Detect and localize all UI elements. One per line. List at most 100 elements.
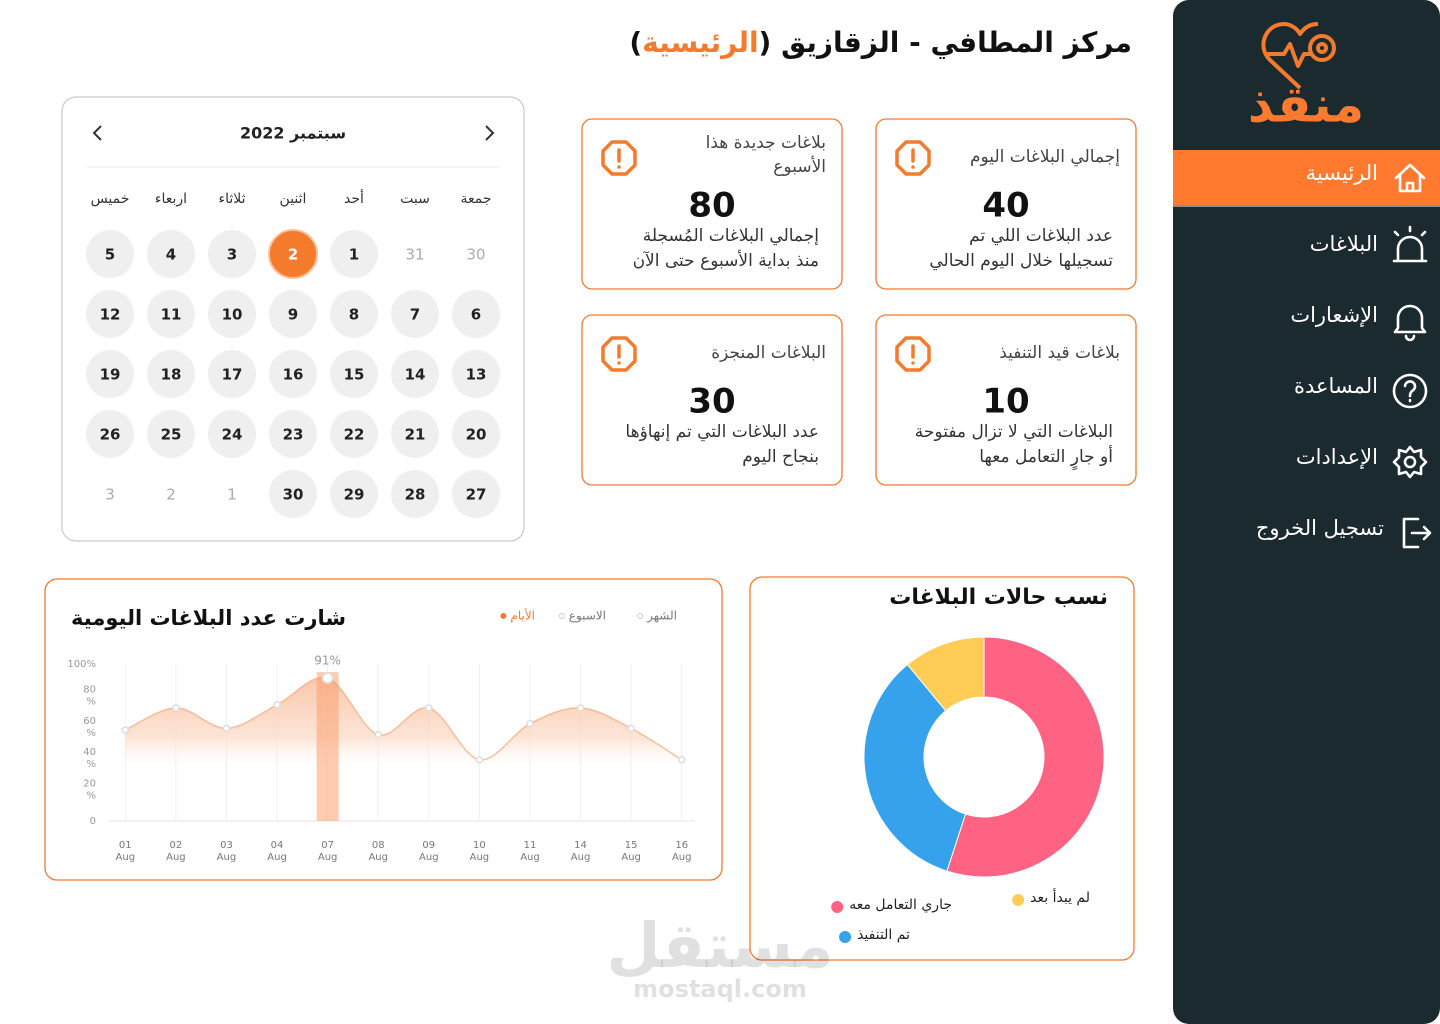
- day-circle[interactable]: [208, 410, 256, 458]
- day-circle[interactable]: [330, 290, 378, 338]
- day-circle[interactable]: [147, 230, 195, 278]
- day-number: 24: [222, 426, 243, 444]
- pie-segment: [863, 663, 967, 872]
- warning-octagon: [601, 336, 637, 372]
- legend-tab[interactable]: الاسبوع: [569, 609, 606, 624]
- title-text: مركز المطافي - الزقازيق (: [758, 26, 1132, 59]
- nav-icon[interactable]: [1392, 445, 1428, 479]
- nav-icon[interactable]: [1394, 163, 1426, 193]
- nav-item[interactable]: الإعدادات: [1296, 445, 1378, 469]
- day-number: 6: [471, 306, 481, 324]
- legend-label: جاري التعامل معه: [849, 897, 952, 913]
- legend-swatch: [1012, 894, 1025, 906]
- chart-title: نسب حالات البلاغات: [889, 585, 1108, 610]
- day-number: 21: [405, 426, 426, 444]
- x-tick-label: 09 Aug: [419, 840, 439, 863]
- day-circle[interactable]: [208, 350, 256, 398]
- stat-description: بنجاح اليوم: [742, 447, 819, 467]
- y-tick-label: 0: [90, 816, 96, 827]
- day-number: 3: [105, 486, 115, 504]
- nav-icon[interactable]: [1393, 304, 1427, 342]
- nav-icon[interactable]: [1392, 373, 1428, 409]
- point: [273, 701, 281, 709]
- legend-dot[interactable]: [637, 613, 644, 619]
- day-number: 18: [161, 366, 182, 384]
- nav-item[interactable]: الإشعارات: [1290, 303, 1378, 327]
- stat-description: البلاغات التي لا تزال مفتوحة: [915, 422, 1113, 442]
- day-circle[interactable]: [452, 290, 500, 338]
- highlight-bar: [316, 672, 339, 821]
- day-circle[interactable]: [269, 290, 317, 338]
- day-number: 23: [283, 426, 304, 444]
- day-number: 27: [466, 486, 487, 504]
- day-number: 19: [100, 366, 121, 384]
- weekday: سبت: [400, 191, 430, 207]
- legend-tab[interactable]: الأيام: [510, 608, 535, 623]
- legend-label: تم التنفيذ: [857, 927, 910, 943]
- nav-item[interactable]: الرئيسية: [1306, 161, 1378, 185]
- warning-octagon: [601, 140, 637, 176]
- day-circle[interactable]: [147, 290, 195, 338]
- x-tick-label: 11 Aug: [520, 840, 540, 863]
- day-circle[interactable]: [330, 230, 378, 278]
- day-circle[interactable]: [452, 470, 500, 518]
- x-tick-label: 04 Aug: [267, 840, 287, 863]
- day-circle[interactable]: [269, 470, 317, 518]
- title-highlight: الرئيسية: [642, 26, 759, 59]
- stat-title: إجمالي البلاغات اليوم: [970, 147, 1120, 167]
- stat-description: تسجيلها خلال اليوم الحالي: [929, 251, 1113, 271]
- point: [475, 756, 484, 764]
- next-month[interactable]: [485, 125, 495, 141]
- day-circle[interactable]: [452, 410, 500, 458]
- day-circle[interactable]: [391, 470, 439, 518]
- nav-icon[interactable]: [1392, 225, 1428, 263]
- stat-description: إجمالي البلاغات المُسجلة: [643, 226, 819, 246]
- day-circle[interactable]: [86, 290, 134, 338]
- legend-dot[interactable]: [500, 613, 507, 619]
- day-circle[interactable]: [269, 410, 317, 458]
- day-circle[interactable]: [330, 470, 378, 518]
- day-number: 30: [283, 486, 304, 504]
- day-circle[interactable]: [147, 350, 195, 398]
- day-number: 8: [349, 306, 359, 324]
- day-number: 26: [100, 426, 121, 444]
- day-number: 15: [344, 366, 365, 384]
- day-number: 13: [466, 366, 487, 384]
- day-circle[interactable]: [330, 350, 378, 398]
- nav-icon[interactable]: [1402, 517, 1432, 549]
- logo-icon: [1261, 22, 1336, 90]
- title-end: ): [629, 26, 643, 59]
- legend-tab[interactable]: الشهر: [646, 609, 677, 624]
- day-circle[interactable]: [86, 230, 134, 278]
- day-number: 14: [405, 366, 426, 384]
- day-circle[interactable]: [86, 350, 134, 398]
- legend-dot[interactable]: [558, 613, 565, 619]
- day-circle[interactable]: [208, 230, 256, 278]
- day-circle[interactable]: [147, 410, 195, 458]
- selected-day[interactable]: [268, 229, 318, 279]
- nav-item[interactable]: المساعدة: [1294, 374, 1378, 398]
- nav-item[interactable]: البلاغات: [1310, 232, 1378, 256]
- day-circle[interactable]: [330, 410, 378, 458]
- day-number: 16: [283, 366, 304, 384]
- stat-description: منذ بداية الأسبوع حتى الآن: [633, 250, 819, 271]
- weekday: ثلاثاء: [219, 191, 246, 207]
- day-circle[interactable]: [86, 410, 134, 458]
- day-number: 20: [466, 426, 487, 444]
- day-number: 5: [105, 246, 115, 264]
- day-circle[interactable]: [208, 290, 256, 338]
- stat-value: 30: [688, 382, 735, 422]
- warning-icon: [601, 140, 637, 176]
- weekday: أحد: [344, 189, 364, 207]
- day-circle[interactable]: [391, 350, 439, 398]
- nav-item[interactable]: تسجيل الخروج: [1256, 516, 1384, 541]
- day-circle[interactable]: [391, 410, 439, 458]
- day-number: 1: [349, 246, 359, 264]
- day-circle[interactable]: [391, 290, 439, 338]
- day-circle[interactable]: [452, 350, 500, 398]
- day-circle[interactable]: [269, 350, 317, 398]
- x-tick-label: 16 Aug: [672, 840, 692, 863]
- prev-month[interactable]: [92, 125, 102, 141]
- day-number: 22: [344, 426, 365, 444]
